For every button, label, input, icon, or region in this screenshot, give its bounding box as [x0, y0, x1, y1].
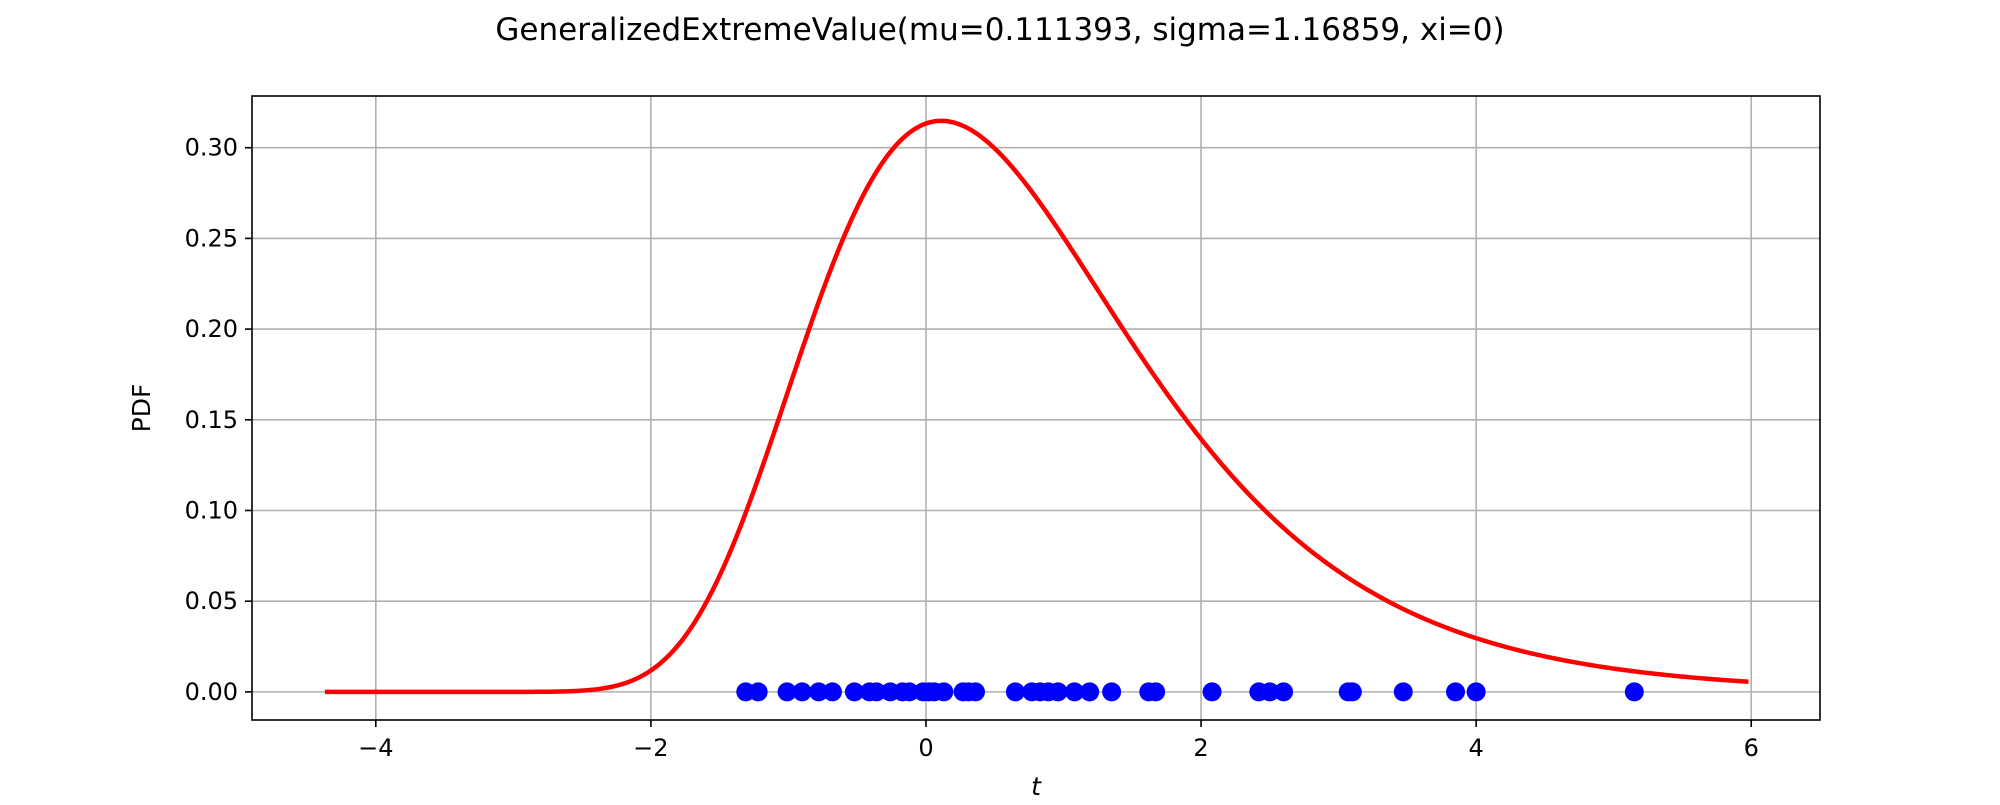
sample-point: [1005, 682, 1025, 702]
sample-point: [1065, 682, 1085, 702]
x-tick-label: −2: [633, 734, 668, 762]
sample-point: [1393, 682, 1413, 702]
chart-title: GeneralizedExtremeValue(mu=0.111393, sig…: [495, 12, 1504, 48]
x-tick-label: 4: [1468, 734, 1483, 762]
sample-point: [1260, 682, 1280, 702]
sample-point: [1446, 682, 1466, 702]
y-tick-label: 0.05: [185, 587, 238, 615]
y-tick-label: 0.15: [185, 406, 238, 434]
sample-point: [844, 682, 864, 702]
sample-points-layer: [736, 682, 1644, 702]
y-tick-label: 0.25: [185, 224, 238, 252]
sample-point: [809, 682, 829, 702]
sample-point: [899, 682, 919, 702]
x-tick-label: 6: [1744, 734, 1759, 762]
x-tick-label: 2: [1193, 734, 1208, 762]
plot-frame: [251, 95, 1821, 721]
sample-point: [1048, 682, 1068, 702]
y-tick-label: 0.30: [185, 134, 238, 162]
sample-point: [1342, 682, 1362, 702]
y-tick-label: 0.10: [185, 496, 238, 524]
x-tick-label: 0: [918, 734, 933, 762]
sample-point: [866, 682, 886, 702]
sample-point: [792, 682, 812, 702]
sample-point: [1466, 682, 1486, 702]
pdf-curve: [324, 118, 1749, 695]
sample-point: [1080, 682, 1100, 702]
sample-point: [1102, 682, 1122, 702]
pdf-curve-layer: [324, 118, 1749, 695]
y-tick-label: 0.00: [185, 678, 238, 706]
sample-point: [965, 682, 985, 702]
sample-point: [1146, 682, 1166, 702]
axis-ticks: −4 −2 0 2 4 6 0.00 0.05 0.10 0.15 0.20 0.25 0.30: [185, 134, 1759, 762]
x-axis-label: t: [1031, 772, 1042, 800]
sample-point: [1274, 682, 1294, 702]
y-tick-label: 0.20: [185, 315, 238, 343]
sample-point: [748, 682, 768, 702]
y-axis-label: PDF: [127, 384, 156, 433]
sample-point: [822, 682, 842, 702]
sample-point: [1624, 682, 1644, 702]
grid: [252, 96, 1820, 720]
sample-point: [777, 682, 797, 702]
sample-point: [1202, 682, 1222, 702]
sample-point: [934, 682, 954, 702]
x-tick-label: −4: [358, 734, 393, 762]
